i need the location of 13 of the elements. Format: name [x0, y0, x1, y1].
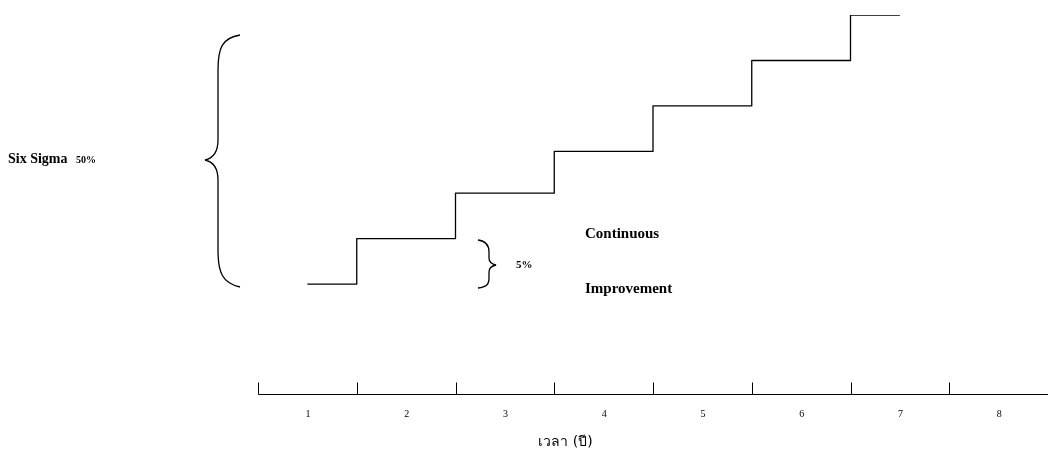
x-tick-label: 2 — [404, 407, 410, 419]
x-axis-title: เวลา (ปี) — [538, 432, 593, 449]
text: 50% — [76, 154, 96, 165]
annotation: 5% — [516, 258, 533, 270]
x-tick-label: 5 — [700, 407, 706, 419]
x-tick-label: 7 — [897, 407, 903, 419]
x-tick-label: 8 — [996, 407, 1002, 419]
x-tick-label: 3 — [502, 407, 508, 419]
x-tick-label: 1 — [305, 407, 311, 419]
text: Continuous Improvement — [585, 225, 673, 296]
text: Six Sigma — [8, 151, 68, 167]
x-tick-label: 4 — [601, 407, 607, 419]
x-tick-label: 6 — [799, 407, 805, 419]
